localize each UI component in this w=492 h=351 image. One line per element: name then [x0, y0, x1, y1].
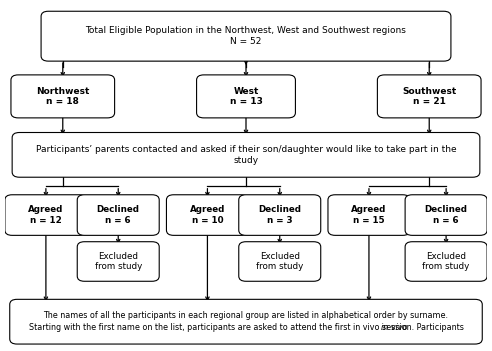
Text: Starting with the first name on the list, participants are asked to attend the f: Starting with the first name on the list…	[29, 323, 463, 332]
FancyBboxPatch shape	[77, 195, 159, 236]
FancyBboxPatch shape	[12, 132, 480, 177]
Text: Excluded
from study: Excluded from study	[423, 252, 470, 271]
FancyBboxPatch shape	[405, 242, 487, 281]
FancyBboxPatch shape	[11, 75, 115, 118]
Text: Agreed
n = 15: Agreed n = 15	[351, 205, 387, 225]
Text: Southwest
n = 21: Southwest n = 21	[402, 87, 457, 106]
Text: Declined
n = 6: Declined n = 6	[425, 205, 467, 225]
FancyBboxPatch shape	[77, 242, 159, 281]
Text: Total Eligible Population in the Northwest, West and Southwest regions
N = 52: Total Eligible Population in the Northwe…	[86, 26, 406, 46]
FancyBboxPatch shape	[41, 11, 451, 61]
Text: Agreed
n = 12: Agreed n = 12	[28, 205, 63, 225]
FancyBboxPatch shape	[10, 299, 482, 344]
Text: Declined
n = 3: Declined n = 3	[258, 205, 301, 225]
FancyBboxPatch shape	[405, 195, 487, 236]
FancyBboxPatch shape	[377, 75, 481, 118]
FancyBboxPatch shape	[5, 195, 87, 236]
FancyBboxPatch shape	[328, 195, 410, 236]
Text: West
n = 13: West n = 13	[230, 87, 262, 106]
Text: in vivo: in vivo	[381, 323, 407, 332]
Text: Excluded
from study: Excluded from study	[256, 252, 304, 271]
FancyBboxPatch shape	[197, 75, 295, 118]
Text: Northwest
n = 18: Northwest n = 18	[36, 87, 90, 106]
FancyBboxPatch shape	[239, 195, 321, 236]
Text: Declined
n = 6: Declined n = 6	[97, 205, 140, 225]
Text: Excluded
from study: Excluded from study	[94, 252, 142, 271]
FancyBboxPatch shape	[239, 242, 321, 281]
Text: Agreed
n = 10: Agreed n = 10	[190, 205, 225, 225]
Text: Participants’ parents contacted and asked if their son/daughter would like to ta: Participants’ parents contacted and aske…	[36, 145, 456, 165]
Text: The names of all the participants in each regional group are listed in alphabeti: The names of all the participants in eac…	[43, 311, 449, 320]
FancyBboxPatch shape	[166, 195, 248, 236]
